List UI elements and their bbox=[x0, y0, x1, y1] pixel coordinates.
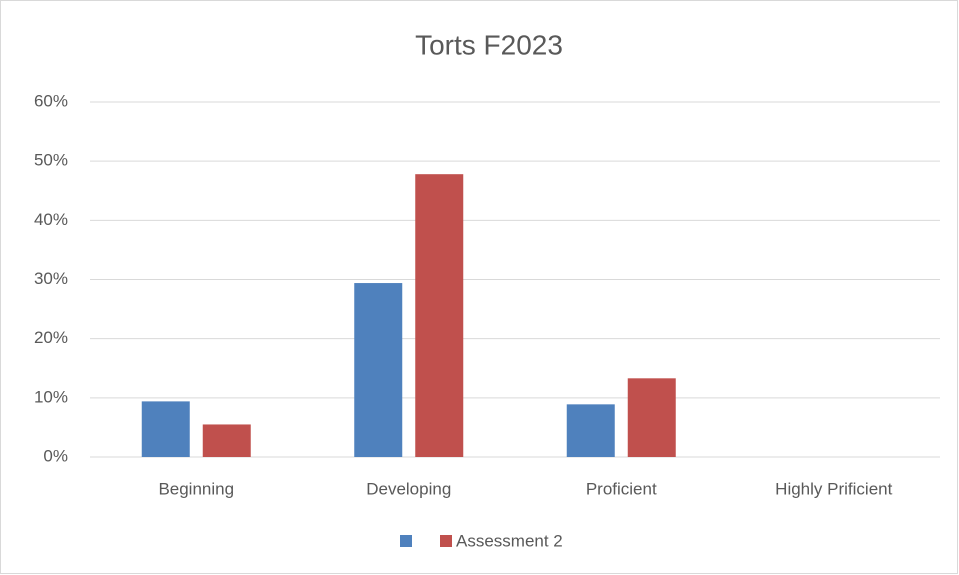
bar bbox=[566, 404, 615, 457]
bar bbox=[202, 424, 251, 457]
legend-swatch bbox=[400, 535, 412, 547]
y-tick-label: 50% bbox=[34, 151, 68, 170]
bar bbox=[627, 378, 676, 457]
chart-title: Torts F2023 bbox=[415, 29, 563, 60]
bar bbox=[354, 283, 403, 457]
y-tick-label: 20% bbox=[34, 328, 68, 347]
bar bbox=[415, 174, 464, 457]
x-tick-label: Developing bbox=[366, 479, 451, 498]
y-tick-label: 10% bbox=[34, 387, 68, 406]
y-tick-label: 0% bbox=[43, 446, 68, 465]
legend-label: Assessment 2 bbox=[456, 531, 563, 550]
y-tick-label: 30% bbox=[34, 269, 68, 288]
y-tick-label: 40% bbox=[34, 210, 68, 229]
y-tick-label: 60% bbox=[34, 91, 68, 110]
bar bbox=[141, 401, 190, 457]
x-tick-label: Beginning bbox=[158, 479, 234, 498]
legend-swatch bbox=[440, 535, 452, 547]
x-tick-label: Proficient bbox=[586, 479, 657, 498]
x-tick-label: Highly Prificient bbox=[775, 479, 892, 498]
